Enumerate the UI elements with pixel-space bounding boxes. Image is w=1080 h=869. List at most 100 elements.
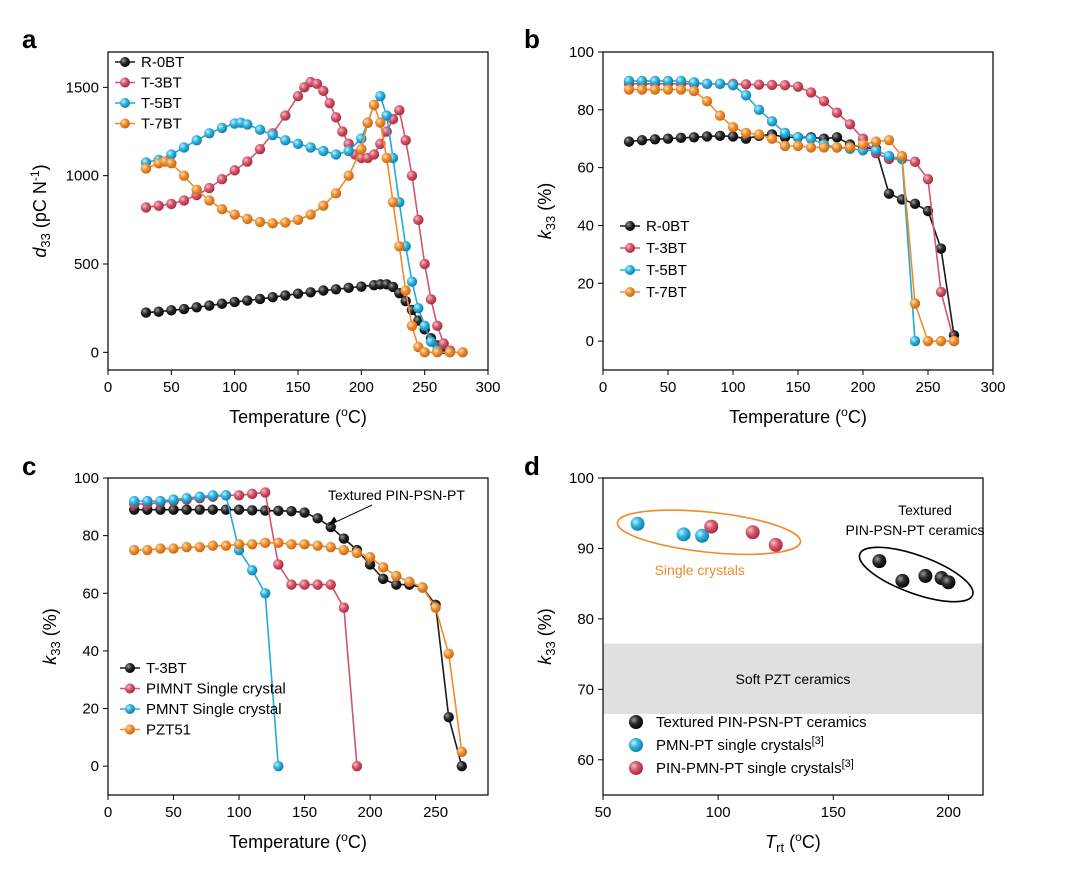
data-point — [417, 582, 428, 593]
data-point — [286, 505, 297, 517]
x-tick-label: 0 — [104, 804, 112, 821]
data-point — [181, 541, 192, 553]
data-point — [207, 540, 219, 551]
data-point — [430, 602, 441, 613]
data-point — [155, 504, 166, 515]
legend-marker — [125, 724, 135, 735]
data-point — [233, 490, 245, 501]
data-point — [260, 487, 271, 498]
data-point — [745, 525, 760, 540]
data-point — [688, 77, 700, 88]
data-point — [204, 182, 215, 194]
y-tick-label: 80 — [577, 611, 594, 628]
data-point — [438, 338, 449, 349]
data-point — [443, 711, 454, 723]
data-point — [343, 145, 354, 157]
data-point — [155, 495, 166, 507]
data-point — [870, 136, 882, 147]
x-tick-label: 100 — [222, 379, 247, 396]
data-point — [636, 84, 648, 95]
data-point — [204, 300, 215, 311]
panel-d-chart: Soft PZT ceramics 50 100 150 200 60 70 80 90 100 T… — [535, 470, 984, 855]
data-point — [922, 174, 934, 185]
data-point — [918, 568, 933, 583]
x-axis-label-c: Temperature (oC) — [229, 830, 367, 852]
data-point — [792, 140, 804, 152]
series-a-3 — [140, 99, 468, 358]
y-tick-label: 0 — [91, 758, 99, 775]
data-point — [246, 539, 258, 550]
data-point — [273, 559, 284, 570]
data-point — [153, 200, 164, 211]
data-point — [831, 132, 843, 143]
series-c-3 — [129, 537, 467, 757]
data-point — [267, 218, 278, 229]
data-point — [330, 188, 342, 199]
data-point — [246, 565, 258, 576]
y-axis-label-d: k33 (%) — [535, 608, 558, 664]
data-point — [356, 281, 367, 292]
data-point — [280, 135, 291, 146]
data-point — [400, 285, 411, 296]
data-point — [805, 87, 817, 98]
data-point — [305, 287, 316, 298]
annotation-arrowhead — [328, 516, 338, 526]
data-point — [391, 570, 402, 582]
data-point — [688, 132, 700, 143]
data-point — [844, 142, 856, 153]
data-point — [242, 156, 253, 167]
legend-marker — [120, 118, 130, 129]
x-tick-label: 200 — [349, 379, 374, 396]
legend-label: T-5BT — [646, 262, 687, 279]
data-point — [623, 136, 635, 147]
data-point — [181, 492, 192, 504]
plot-frame-d — [602, 477, 984, 796]
legend-label: T-3BT — [146, 660, 187, 677]
legend-label: T-5BT — [141, 95, 182, 112]
data-point — [443, 648, 454, 659]
data-point — [675, 75, 687, 87]
data-point — [155, 543, 166, 554]
data-point — [456, 746, 467, 757]
y-tick-label: 40 — [577, 217, 594, 234]
data-point — [768, 537, 783, 552]
plot-frame-c — [107, 477, 489, 796]
data-point — [649, 134, 661, 145]
data-point — [305, 142, 316, 153]
x-tick-label: 150 — [785, 379, 810, 396]
y-tick-label: 80 — [82, 528, 99, 545]
data-point — [714, 110, 726, 121]
band-label: Soft PZT ceramics — [736, 671, 851, 687]
data-point — [909, 156, 921, 168]
data-point — [805, 133, 817, 144]
data-point — [330, 112, 342, 123]
data-point — [935, 243, 947, 254]
data-point — [140, 307, 152, 318]
data-point — [318, 85, 329, 97]
data-point — [311, 78, 323, 90]
data-point — [312, 513, 323, 524]
x-axis-label-b: Temperature (oC) — [729, 405, 867, 427]
data-point — [142, 544, 153, 556]
series-line — [145, 94, 438, 352]
data-point — [318, 285, 329, 296]
y-tick-label: 1000 — [66, 168, 99, 185]
data-point — [387, 196, 399, 208]
data-point — [292, 90, 304, 102]
legend-marker — [120, 57, 130, 67]
data-point — [870, 145, 882, 156]
y-tick-label: 90 — [577, 540, 594, 557]
data-point — [792, 132, 804, 143]
data-point — [337, 126, 348, 137]
series-b-3 — [623, 84, 960, 347]
data-point — [895, 573, 910, 588]
data-point — [242, 213, 253, 225]
single-crystal-ellipse — [616, 509, 802, 556]
data-point — [220, 540, 232, 551]
data-point — [394, 105, 405, 116]
data-point — [330, 284, 342, 295]
series-b-1 — [623, 78, 960, 347]
data-point — [779, 127, 791, 139]
data-point — [394, 241, 405, 252]
